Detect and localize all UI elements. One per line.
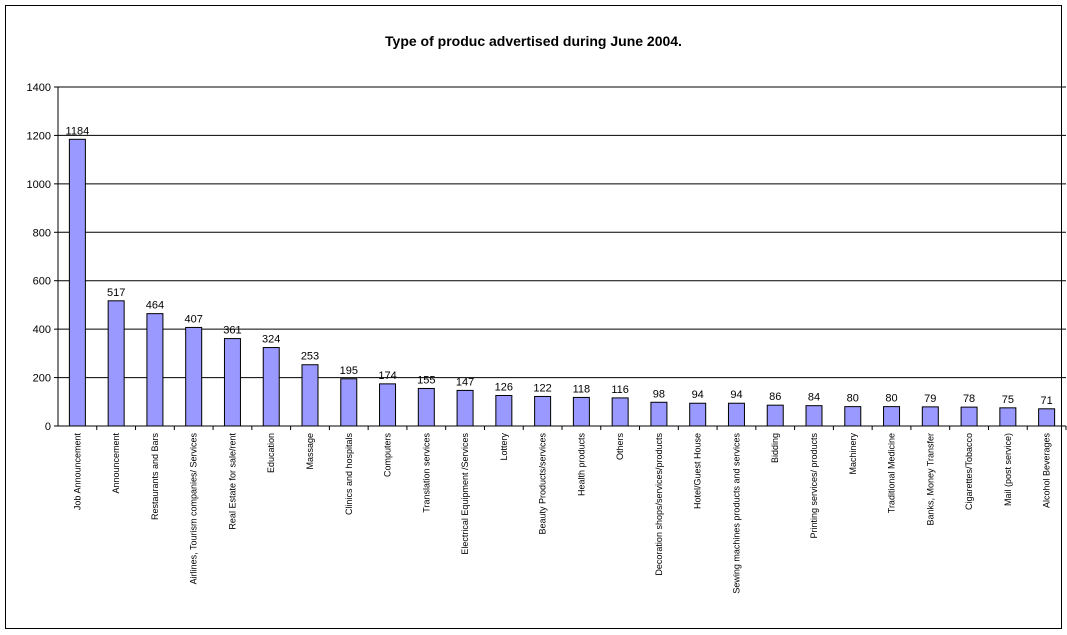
data-label: 122 <box>533 382 551 394</box>
bar <box>999 407 1017 427</box>
category-label: Lottery <box>499 433 509 461</box>
category-label: Health products <box>576 433 586 497</box>
bar <box>572 396 590 427</box>
category-label: Decoration shops/services/products <box>654 433 664 576</box>
category-label: Translation services <box>421 433 431 513</box>
data-label: 1184 <box>66 125 90 137</box>
data-label: 147 <box>456 376 474 388</box>
category-label: Job Announcement <box>72 433 82 511</box>
category-label: Printing services/ products <box>809 433 819 539</box>
category-label: Cigarettes/Tobacco <box>964 433 974 510</box>
data-label: 94 <box>730 389 742 401</box>
bar <box>611 397 629 427</box>
data-label: 174 <box>378 370 396 382</box>
data-label: 253 <box>301 351 319 363</box>
bar <box>495 394 513 427</box>
data-label: 464 <box>146 300 164 312</box>
category-label: Alcohol Beverages <box>1042 433 1052 509</box>
bar <box>960 406 978 427</box>
data-label: 80 <box>847 393 859 405</box>
y-tick-label: 600 <box>33 276 51 288</box>
data-label: 75 <box>1002 394 1014 406</box>
category-label: Hotel/Guest House <box>693 433 703 509</box>
category-label: Machinery <box>848 433 858 475</box>
bar <box>883 406 901 427</box>
category-label: Mail (post service) <box>1003 433 1013 506</box>
bar <box>68 138 86 427</box>
bar <box>340 378 358 427</box>
data-label: 78 <box>963 393 975 405</box>
category-label: Electrical Equipment /Services <box>460 433 470 555</box>
y-tick-label: 1400 <box>27 82 51 94</box>
category-label: Massage <box>305 433 315 470</box>
category-label: Others <box>615 433 625 461</box>
y-tick-label: 200 <box>33 373 51 385</box>
y-tick-label: 1000 <box>27 179 51 191</box>
category-label: Real Estate for sale/rent <box>227 433 237 530</box>
data-label: 98 <box>653 388 665 400</box>
bar <box>727 402 745 427</box>
bar <box>107 300 125 427</box>
chart-frame <box>5 5 1062 629</box>
y-tick-label: 400 <box>33 324 51 336</box>
bar <box>223 338 241 427</box>
data-label: 155 <box>417 374 435 386</box>
data-label: 195 <box>340 365 358 377</box>
category-label: Traditional Medicine <box>887 433 897 513</box>
bar <box>844 406 862 427</box>
y-tick-label: 800 <box>33 227 51 239</box>
category-label: Bidding <box>770 433 780 463</box>
data-label: 94 <box>692 389 704 401</box>
bar <box>805 405 823 427</box>
bar <box>1038 408 1056 427</box>
bar <box>921 406 939 427</box>
bar <box>301 364 319 427</box>
category-label: Education <box>266 433 276 473</box>
data-label: 324 <box>262 334 280 346</box>
data-label: 126 <box>495 381 513 393</box>
category-label: Sewing machines products and services <box>731 433 741 594</box>
bar <box>650 401 668 427</box>
category-label: Computers <box>383 433 393 478</box>
data-label: 361 <box>223 325 241 337</box>
category-label: Airlines, Tourism companies/ Services <box>189 433 199 585</box>
category-label: Clinics and hospitals <box>344 433 354 516</box>
data-label: 86 <box>769 391 781 403</box>
bar <box>689 402 707 427</box>
bar <box>262 347 280 427</box>
category-label: Beauty Products/services <box>538 433 548 535</box>
data-label: 79 <box>924 393 936 405</box>
bar <box>456 389 474 427</box>
bar <box>417 387 435 427</box>
bar <box>379 383 397 427</box>
bar <box>534 395 552 427</box>
category-label: Banks, Money Transfer <box>925 433 935 526</box>
bar <box>766 404 784 427</box>
data-label: 116 <box>611 384 629 396</box>
data-label: 517 <box>107 287 125 299</box>
category-label: Restaurants and Bars <box>150 433 160 521</box>
bar <box>185 326 203 427</box>
data-label: 80 <box>885 393 897 405</box>
data-label: 407 <box>185 313 203 325</box>
bar <box>146 313 164 427</box>
data-label: 118 <box>573 383 591 395</box>
category-label: Announcement <box>111 433 121 494</box>
y-tick-label: 1200 <box>27 130 51 142</box>
chart-title: Type of produc advertised during June 20… <box>385 33 682 49</box>
data-label: 71 <box>1040 395 1052 407</box>
y-tick-label: 0 <box>45 421 51 433</box>
data-label: 84 <box>808 392 820 404</box>
